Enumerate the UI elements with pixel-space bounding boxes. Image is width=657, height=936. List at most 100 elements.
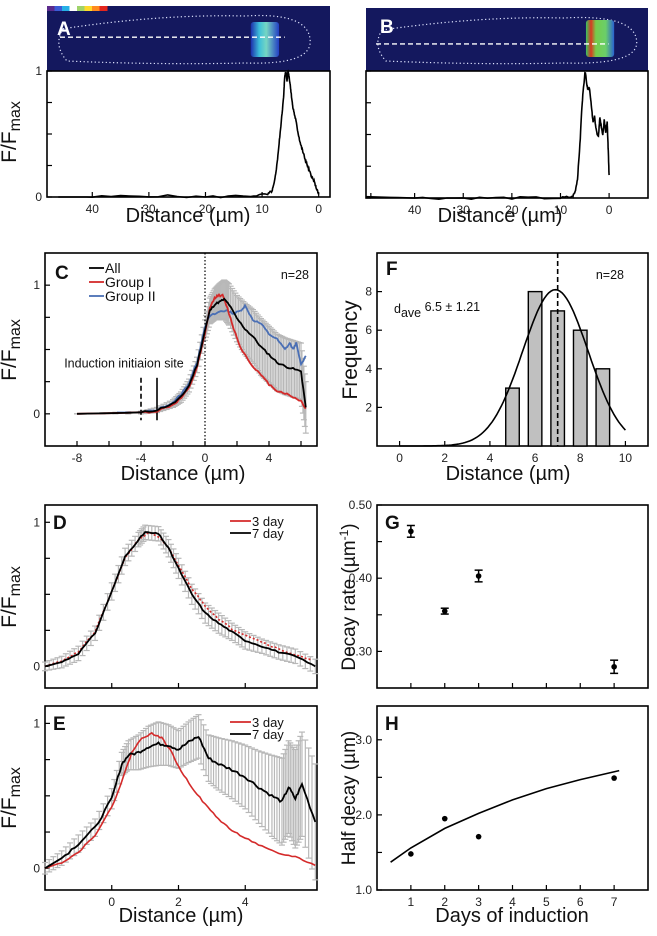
gaussian-fit (399, 288, 627, 447)
x-tick-label: 4 (266, 451, 273, 465)
x-tick-label: 30 (457, 203, 471, 217)
data-point (408, 528, 414, 535)
x-tick-label: 30 (142, 202, 156, 216)
y-tick-label: 0 (33, 659, 40, 673)
x-axis-label: Distance (µm) (126, 205, 251, 227)
colorbar-segment (77, 6, 85, 11)
x-tick-label: 20 (199, 202, 213, 216)
micrograph-image (47, 6, 330, 71)
plot-frame (376, 705, 649, 891)
x-tick-label: 5 (543, 895, 550, 909)
fluorescence-band (250, 22, 280, 57)
panel-label: D (53, 513, 67, 534)
x-tick-label: 4 (242, 895, 249, 909)
histogram-bar (527, 290, 543, 447)
x-tick-label: 10 (554, 203, 568, 217)
y-tick-label: 0.30 (349, 644, 373, 658)
x-tick-label: 40 (86, 202, 100, 216)
plot-frame (46, 70, 331, 198)
x-axis-label: Distance (µm) (119, 905, 244, 927)
panel-G: 0.30 0.40 0.50 G Decay rate (µm-1) (337, 498, 649, 689)
y-tick-label: 3.0 (355, 733, 372, 747)
x-tick-label: 10 (255, 202, 269, 216)
series-line (76, 293, 307, 415)
y-axis-label: F/Fmax (0, 767, 24, 829)
colorbar-segment (62, 6, 70, 11)
profile-line-series (365, 71, 610, 201)
panel-H: 1 2 3 4 5 6 7 1.0 2.0 3.0 H Half decay (µm) Days of … (339, 705, 649, 927)
x-tick-label: 40 (408, 203, 422, 217)
fluorescence-band (585, 20, 615, 57)
y-tick-label: 1 (33, 278, 40, 292)
cell-outline (377, 16, 638, 65)
y-tick-label: 0.50 (349, 498, 373, 512)
x-tick-label: -8 (72, 451, 83, 465)
legend-label: 3 day (252, 715, 284, 730)
histogram-bar (572, 329, 588, 447)
panel-label: F (386, 259, 398, 280)
panel-B: B 40 30 20 10 0 Distance (µm) (365, 8, 649, 227)
x-tick-label: 0 (108, 895, 115, 909)
site-annotation: Induction initiaion site (64, 357, 184, 371)
x-tick-label: 2 (441, 451, 448, 465)
n-annotation: n=28 (281, 268, 309, 282)
data-point (408, 851, 414, 857)
x-tick-label: 0 (202, 451, 209, 465)
plot-frame (44, 504, 318, 689)
x-tick-label: 10 (619, 451, 633, 465)
series-line (44, 531, 316, 668)
legend-label: 3 day (252, 514, 284, 529)
y-tick-label: 2.0 (355, 808, 372, 822)
y-tick-label: 0 (33, 861, 40, 875)
x-tick-label: 7 (611, 895, 618, 909)
y-tick-label: 4 (365, 362, 372, 376)
data-point (475, 573, 482, 579)
colorbar-segment (99, 6, 108, 11)
histogram-bar (505, 387, 520, 447)
legend-label: Group II (105, 288, 156, 304)
y-tick-label: 0 (33, 407, 40, 421)
x-tick-label: 2 (441, 895, 448, 909)
legend-label: All (105, 260, 121, 276)
colorbar-segment (69, 6, 78, 11)
x-tick-label: 0 (606, 203, 613, 217)
series-line (76, 297, 307, 415)
y-tick-label: 0 (35, 190, 42, 204)
x-tick-label: -4 (136, 451, 147, 465)
y-axis-label: Frequency (339, 300, 362, 400)
plot-frame (44, 705, 318, 891)
data-point (611, 775, 617, 781)
legend-label: 7 day (252, 526, 284, 541)
x-tick-label: 4 (509, 895, 516, 909)
x-tick-label: 8 (577, 451, 584, 465)
panel-label: C (55, 263, 69, 284)
panel-label: B (380, 17, 394, 38)
panel-A: A 40 30 20 10 0 0 1 F/Fmax Distance (µm) (0, 6, 331, 227)
data-point (611, 663, 617, 670)
x-tick-label: 3 (475, 895, 482, 909)
panel-label: A (57, 19, 71, 40)
data-point (475, 833, 482, 840)
x-tick-label: 2 (175, 895, 182, 909)
y-axis-label: F/Fmax (0, 566, 24, 628)
y-axis-label: Decay rate (µm-1) (337, 523, 360, 670)
y-tick-label: 8 (365, 285, 372, 299)
x-tick-label: 0 (396, 451, 403, 465)
y-tick-label: 1 (33, 515, 40, 529)
y-tick-label: 1 (35, 64, 42, 78)
x-tick-label: 6 (577, 895, 584, 909)
legend-label: 7 day (252, 727, 284, 742)
series-line (44, 731, 316, 870)
y-axis-label: F/Fmax (0, 319, 24, 381)
y-axis-label: F/Fmax (0, 101, 24, 163)
x-axis-label: Distance (µm) (438, 205, 563, 227)
colorbar-segment (47, 6, 55, 11)
x-tick-label: 6 (532, 451, 539, 465)
data-point (441, 815, 448, 822)
data-point (441, 608, 448, 614)
x-tick-label: 0 (315, 202, 322, 216)
y-tick-label: 2 (365, 400, 372, 414)
